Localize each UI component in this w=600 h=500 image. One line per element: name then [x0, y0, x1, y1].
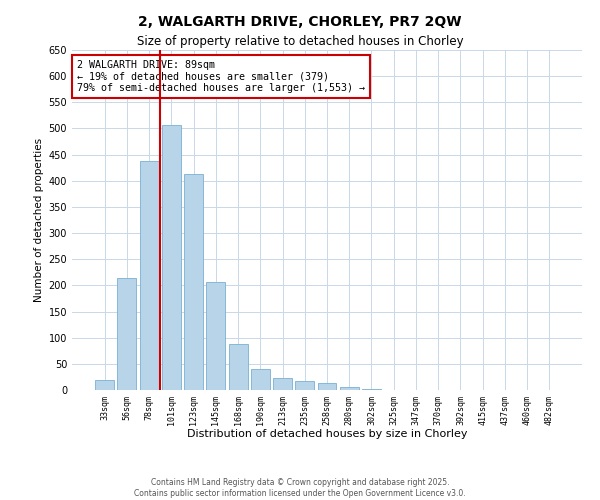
Bar — [95, 380, 114, 390]
X-axis label: Distribution of detached houses by size in Chorley: Distribution of detached houses by size … — [187, 429, 467, 439]
Bar — [206, 282, 225, 390]
Text: 2, WALGARTH DRIVE, CHORLEY, PR7 2QW: 2, WALGARTH DRIVE, CHORLEY, PR7 2QW — [138, 15, 462, 29]
Bar — [273, 378, 292, 390]
Bar — [295, 380, 314, 390]
Bar — [251, 369, 270, 390]
Text: 2 WALGARTH DRIVE: 89sqm
← 19% of detached houses are smaller (379)
79% of semi-d: 2 WALGARTH DRIVE: 89sqm ← 19% of detache… — [77, 60, 365, 94]
Bar — [340, 388, 359, 390]
Bar — [229, 344, 248, 390]
Y-axis label: Number of detached properties: Number of detached properties — [34, 138, 44, 302]
Bar — [184, 174, 203, 390]
Bar — [317, 383, 337, 390]
Text: Contains HM Land Registry data © Crown copyright and database right 2025.
Contai: Contains HM Land Registry data © Crown c… — [134, 478, 466, 498]
Bar — [118, 278, 136, 390]
Bar — [162, 125, 181, 390]
Bar — [140, 161, 158, 390]
Text: Size of property relative to detached houses in Chorley: Size of property relative to detached ho… — [137, 35, 463, 48]
